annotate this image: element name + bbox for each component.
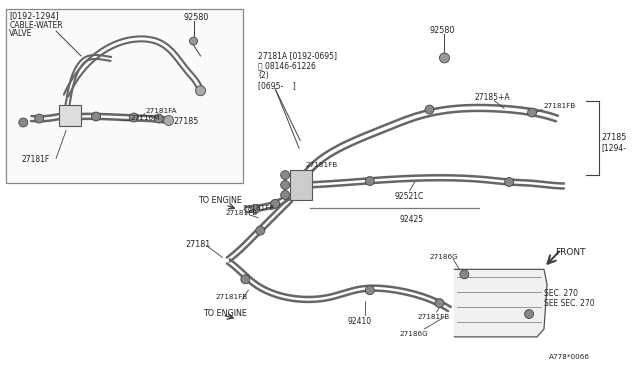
Circle shape xyxy=(440,53,449,63)
Text: TO ENGINE: TO ENGINE xyxy=(204,309,248,318)
Circle shape xyxy=(92,112,100,121)
Circle shape xyxy=(365,286,374,295)
Text: 92410: 92410 xyxy=(348,317,372,326)
Text: 27186G: 27186G xyxy=(399,331,428,337)
Circle shape xyxy=(154,114,163,123)
Text: 92580: 92580 xyxy=(429,26,455,35)
Circle shape xyxy=(281,171,290,180)
Text: A778*0066: A778*0066 xyxy=(549,354,590,360)
Text: 92425: 92425 xyxy=(399,215,424,224)
Text: SEC. 270: SEC. 270 xyxy=(544,289,578,298)
Text: 27185: 27185 xyxy=(602,134,627,142)
Text: 27181F: 27181F xyxy=(21,155,49,164)
Bar xyxy=(290,170,312,200)
Text: 27181FA: 27181FA xyxy=(146,108,177,113)
Circle shape xyxy=(196,86,205,96)
Text: (2): (2) xyxy=(259,71,269,80)
Text: 92521C: 92521C xyxy=(395,192,424,201)
Text: 27181: 27181 xyxy=(186,240,211,248)
Circle shape xyxy=(164,116,173,125)
Text: 27181FB: 27181FB xyxy=(225,210,258,216)
Circle shape xyxy=(271,199,280,208)
Text: CABLE-WATER: CABLE-WATER xyxy=(10,21,63,30)
Circle shape xyxy=(281,180,290,189)
Circle shape xyxy=(365,177,374,186)
Circle shape xyxy=(256,226,265,235)
Text: 27185: 27185 xyxy=(173,116,199,125)
Circle shape xyxy=(129,113,138,122)
Circle shape xyxy=(527,108,536,117)
Text: [0695-    ]: [0695- ] xyxy=(259,81,296,90)
Text: Ⓢ 08146-61226: Ⓢ 08146-61226 xyxy=(259,61,316,70)
Bar xyxy=(59,105,81,126)
Circle shape xyxy=(281,190,290,199)
Circle shape xyxy=(35,114,44,123)
Circle shape xyxy=(505,177,514,186)
Text: SEE SEC. 270: SEE SEC. 270 xyxy=(544,299,595,308)
Text: 27181A [0192-0695]: 27181A [0192-0695] xyxy=(259,51,337,60)
Text: 27181FB: 27181FB xyxy=(543,103,575,109)
Circle shape xyxy=(460,270,469,279)
Text: 27116M: 27116M xyxy=(131,115,160,121)
Bar xyxy=(6,9,243,183)
Circle shape xyxy=(251,204,260,213)
Text: VALVE: VALVE xyxy=(10,29,33,38)
Text: [1294-: [1294- xyxy=(602,143,627,152)
Circle shape xyxy=(241,275,250,284)
Text: FRONT: FRONT xyxy=(555,247,586,257)
Text: TO ENGINE: TO ENGINE xyxy=(198,196,243,205)
Text: 27185+A: 27185+A xyxy=(474,93,510,102)
Circle shape xyxy=(435,299,444,308)
Circle shape xyxy=(19,118,28,127)
Text: 27186G: 27186G xyxy=(429,254,458,260)
Circle shape xyxy=(425,105,434,114)
Text: 27181FB: 27181FB xyxy=(305,162,337,168)
Text: 27181FB: 27181FB xyxy=(417,314,450,320)
Polygon shape xyxy=(454,269,547,337)
Circle shape xyxy=(189,37,198,45)
Text: 27181FB: 27181FB xyxy=(216,294,248,300)
Circle shape xyxy=(525,310,534,318)
Text: 27181FB: 27181FB xyxy=(243,205,275,211)
Text: 92580: 92580 xyxy=(184,13,209,22)
Text: [0192-1294]: [0192-1294] xyxy=(10,11,59,20)
